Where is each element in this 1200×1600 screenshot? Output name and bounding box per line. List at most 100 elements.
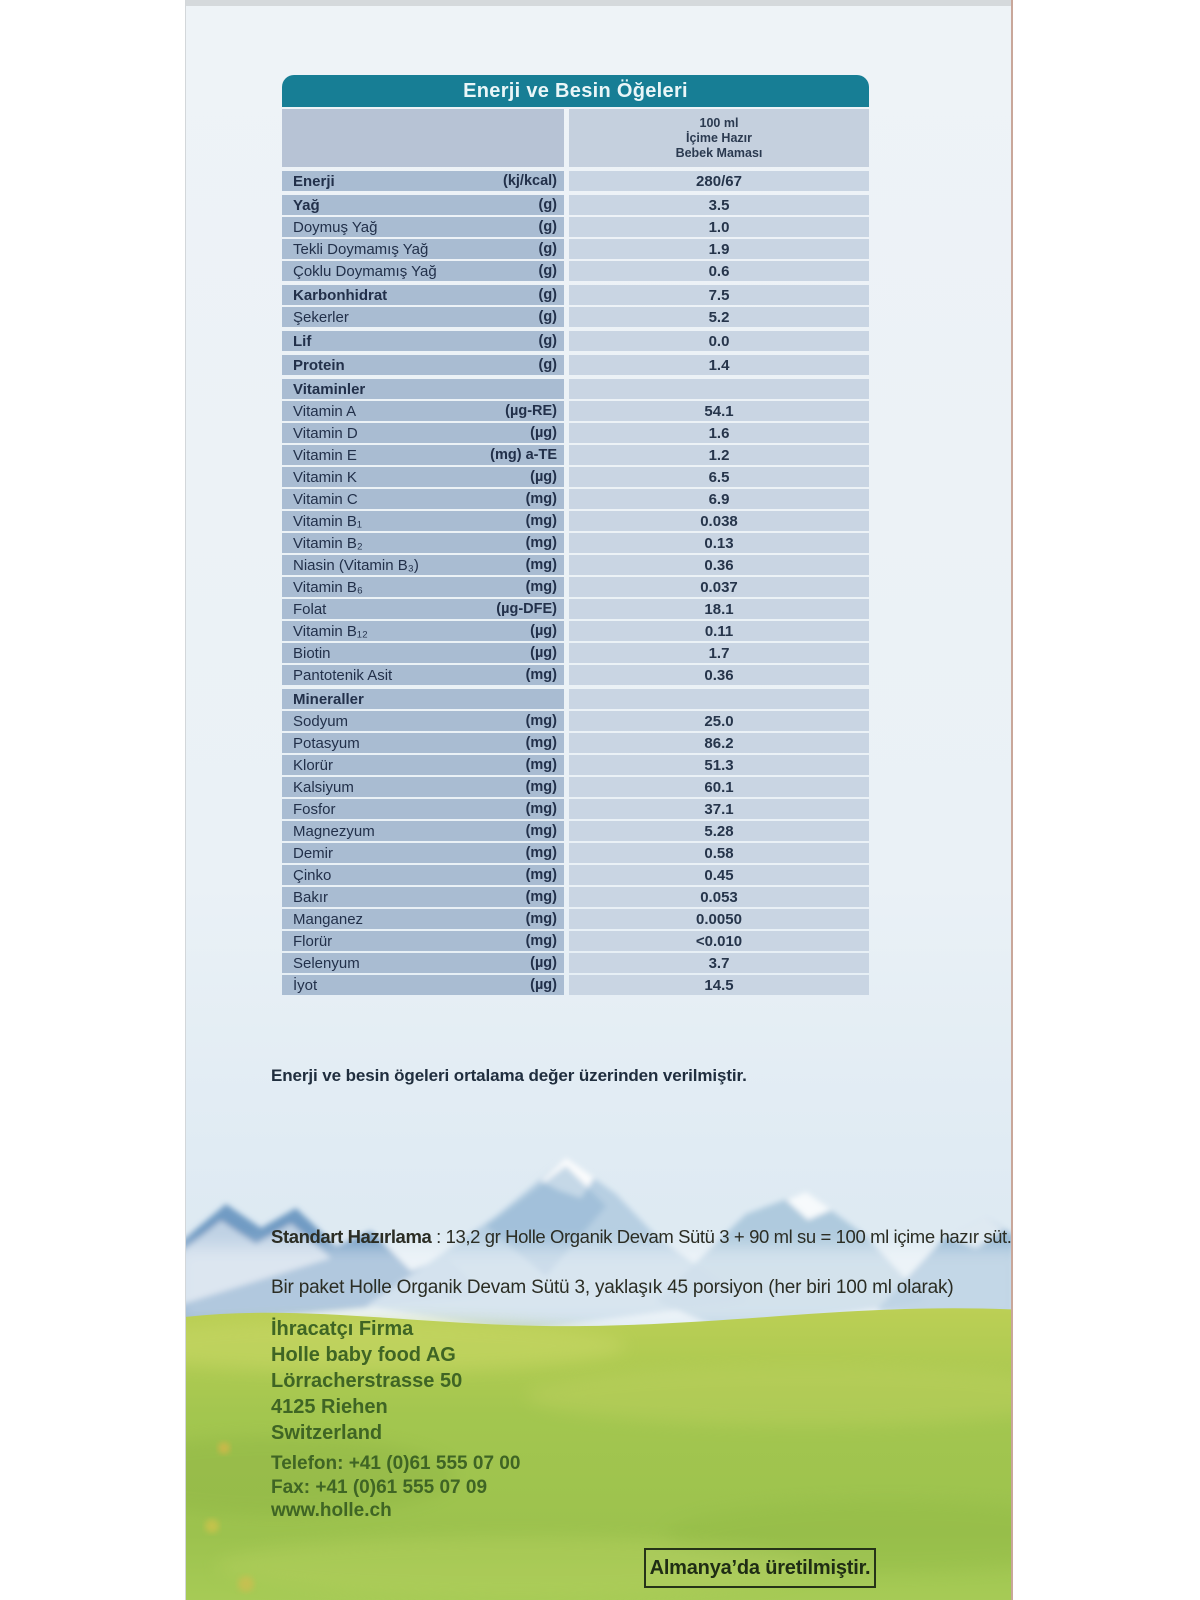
nutrient-label-cell: Çoklu Doymamış Yağ (g) bbox=[282, 261, 564, 281]
nutrient-unit: (µg) bbox=[530, 623, 557, 639]
nutrient-label-cell: Folat (µg-DFE) bbox=[282, 599, 564, 619]
nutrient-label-cell: Potasyum (mg) bbox=[282, 733, 564, 753]
nutrient-unit: (mg) bbox=[525, 757, 557, 773]
table-row: Vitamin E (mg) a-TE 1.2 bbox=[282, 445, 869, 465]
nutrient-value: 86.2 bbox=[569, 733, 869, 753]
column-header-line: 100 ml bbox=[699, 116, 739, 130]
nutrient-label-cell: Mineraller bbox=[282, 689, 564, 709]
nutrient-label-cell: Çinko (mg) bbox=[282, 865, 564, 885]
nutrient-label-cell: Vitamin B₁ (mg) bbox=[282, 511, 564, 531]
nutrient-label-cell: Kalsiyum (mg) bbox=[282, 777, 564, 797]
nutrient-value bbox=[569, 689, 869, 709]
nutrient-value: 14.5 bbox=[569, 975, 869, 995]
nutrient-unit: (mg) bbox=[525, 779, 557, 795]
nutrient-label-cell: Şekerler (g) bbox=[282, 307, 564, 327]
nutrient-label: Protein bbox=[293, 356, 345, 374]
preparation-note: Standart Hazırlama : 13,2 gr Holle Organ… bbox=[271, 1226, 1011, 1248]
scenery-illustration bbox=[186, 1158, 1011, 1600]
table-row: Vitamin A (µg-RE) 54.1 bbox=[282, 401, 869, 421]
nutrient-unit: (g) bbox=[538, 357, 557, 373]
nutrient-value: 1.6 bbox=[569, 423, 869, 443]
nutrient-unit: (g) bbox=[538, 219, 557, 235]
nutrient-label: Vitamin B₁ bbox=[293, 512, 362, 530]
nutrient-label-cell: Vitamin B₆ (mg) bbox=[282, 577, 564, 597]
nutrient-label: Çinko bbox=[293, 866, 332, 884]
nutrient-label: Potasyum bbox=[293, 734, 360, 752]
nutrient-label-cell: Niasin (Vitamin B₃) (mg) bbox=[282, 555, 564, 575]
nutrient-unit: (µg) bbox=[530, 425, 557, 441]
nutrient-label-cell: Manganez (mg) bbox=[282, 909, 564, 929]
nutrient-unit: (g) bbox=[538, 309, 557, 325]
nutrient-label: Pantotenik Asit bbox=[293, 666, 393, 684]
nutrient-label: Selenyum bbox=[293, 954, 360, 972]
nutrient-label: Çoklu Doymamış Yağ bbox=[293, 262, 437, 280]
nutrient-label-cell: Florür (mg) bbox=[282, 931, 564, 951]
nutrient-value: 51.3 bbox=[569, 755, 869, 775]
nutrient-label-cell: Vitamin E (mg) a-TE bbox=[282, 445, 564, 465]
nutrient-label: Klorür bbox=[293, 756, 334, 774]
nutrient-label: Vitamin A bbox=[293, 402, 357, 420]
table-row: Vitamin C (mg) 6.9 bbox=[282, 489, 869, 509]
origin-box: Almanya’da üretilmiştir. bbox=[644, 1548, 876, 1588]
exporter-heading: İhracatçı Firma bbox=[271, 1318, 414, 1340]
table-row: Magnezyum (mg) 5.28 bbox=[282, 821, 869, 841]
nutrient-unit: (mg) bbox=[525, 713, 557, 729]
nutrient-unit: (mg) bbox=[525, 579, 557, 595]
meadow-illustration bbox=[186, 1308, 1011, 1600]
table-row: Vitamin B₂ (mg) 0.13 bbox=[282, 533, 869, 553]
nutrient-unit: (mg) bbox=[525, 735, 557, 751]
nutrient-label-cell: Fosfor (mg) bbox=[282, 799, 564, 819]
nutrient-label: Sodyum bbox=[293, 712, 349, 730]
column-header-row: 100 ml İçime Hazır Bebek Maması bbox=[282, 109, 869, 167]
nutrient-value: 1.4 bbox=[569, 355, 869, 375]
nutrient-label: Enerji bbox=[293, 172, 335, 190]
nutrient-label: Şekerler bbox=[293, 308, 349, 326]
nutrient-label: Vitaminler bbox=[293, 380, 366, 398]
table-row: Tekli Doymamış Yağ (g) 1.9 bbox=[282, 239, 869, 259]
nutrient-label: Doymuş Yağ bbox=[293, 218, 378, 236]
nutrient-unit: (µg) bbox=[530, 645, 557, 661]
nutrient-label-cell: Magnezyum (mg) bbox=[282, 821, 564, 841]
nutrient-label: Florür bbox=[293, 932, 333, 950]
nutrient-unit: (mg) bbox=[525, 823, 557, 839]
exporter-address-line: Holle baby food AG bbox=[271, 1344, 456, 1366]
nutrient-label-cell: Vitamin A (µg-RE) bbox=[282, 401, 564, 421]
nutrient-label-cell: Protein (g) bbox=[282, 355, 564, 375]
nutrient-label-cell: Karbonhidrat (g) bbox=[282, 285, 564, 305]
nutrient-unit: (mg) a-TE bbox=[490, 447, 557, 463]
column-header-line: Bebek Maması bbox=[675, 146, 763, 160]
nutrient-unit: (mg) bbox=[525, 535, 557, 551]
table-row: Vitamin B₆ (mg) 0.037 bbox=[282, 577, 869, 597]
table-row: Pantotenik Asit (mg) 0.36 bbox=[282, 665, 869, 685]
nutrient-label: Bakır bbox=[293, 888, 329, 906]
contact-line-telefon: Telefon: +41 (0)61 555 07 00 bbox=[271, 1453, 521, 1474]
nutrient-unit: (mg) bbox=[525, 801, 557, 817]
nutrient-unit: (g) bbox=[538, 197, 557, 213]
nutrient-label: Vitamin D bbox=[293, 424, 358, 442]
nutrient-label-cell: Selenyum (µg) bbox=[282, 953, 564, 973]
nutrient-label-cell: Vitamin B₁₂ (µg) bbox=[282, 621, 564, 641]
nutrient-label: Folat bbox=[293, 600, 327, 618]
nutrient-label-cell: Demir (mg) bbox=[282, 843, 564, 863]
nutrient-unit: (kj/kcal) bbox=[503, 173, 557, 189]
nutrient-unit: (mg) bbox=[525, 911, 557, 927]
nutrient-unit: (µg) bbox=[530, 977, 557, 993]
nutrient-label: Vitamin K bbox=[293, 468, 357, 486]
nutrient-label: Lif bbox=[293, 332, 312, 350]
nutrient-value: 3.7 bbox=[569, 953, 869, 973]
nutrient-value: 0.6 bbox=[569, 261, 869, 281]
nutrient-label-cell: Pantotenik Asit (mg) bbox=[282, 665, 564, 685]
table-row: Lif (g) 0.0 bbox=[282, 331, 869, 351]
nutrient-label: Biotin bbox=[293, 644, 331, 662]
nutrient-label: Fosfor bbox=[293, 800, 336, 818]
nutrient-label: Vitamin C bbox=[293, 490, 358, 508]
table-title: Enerji ve Besin Öğeleri bbox=[282, 75, 869, 107]
nutrient-value: 1.2 bbox=[569, 445, 869, 465]
nutrient-label-cell: Enerji (kj/kcal) bbox=[282, 171, 564, 191]
nutrient-value: 0.0 bbox=[569, 331, 869, 351]
nutrient-label-cell: Tekli Doymamış Yağ (g) bbox=[282, 239, 564, 259]
nutrient-value: 5.28 bbox=[569, 821, 869, 841]
table-row: Fosfor (mg) 37.1 bbox=[282, 799, 869, 819]
nutrient-label: Vitamin B₁₂ bbox=[293, 622, 368, 640]
nutrient-label-cell: Yağ (g) bbox=[282, 195, 564, 215]
